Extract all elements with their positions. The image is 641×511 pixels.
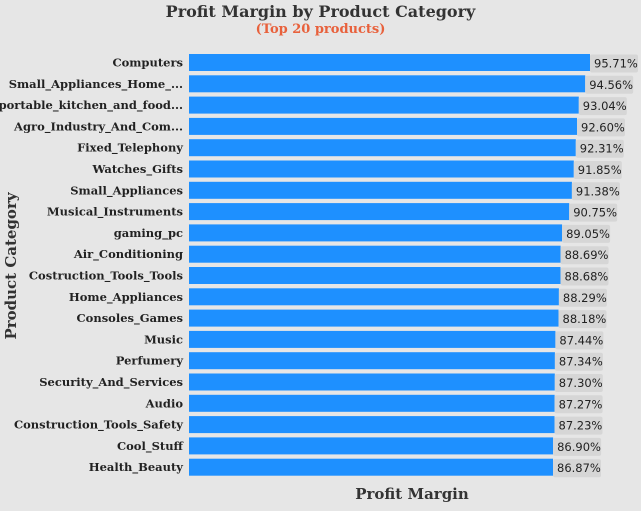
category-label: gaming_pc [114,226,183,241]
value-label-box [554,395,603,414]
bar [189,288,559,306]
value-label: 87.30% [559,376,603,390]
category-label: Fixed_Telephony [77,141,183,156]
value-label-box [554,416,603,435]
value-label: 88.69% [565,248,609,262]
category-label: Cool_Stuff [117,439,185,454]
category-label: Musical_Instruments [47,205,183,220]
category-label: Small_Appliances [70,183,183,198]
value-label: 88.68% [565,270,609,284]
value-label-box [553,459,601,478]
value-label: 90.75% [573,206,617,220]
value-label: 88.18% [563,312,607,326]
category-label: Costruction_Tools_Tools [29,269,183,284]
bar [189,139,576,157]
category-label: Home_Appliances [69,290,183,305]
bar [189,267,561,284]
value-label: 88.29% [563,291,607,305]
value-label-box [558,288,607,307]
value-label-box [555,331,604,350]
value-label-box [553,437,602,456]
value-label: 92.60% [581,120,625,134]
value-label-box [590,54,638,73]
value-label: 87.23% [559,419,603,433]
bar [189,245,561,263]
category-label: Small_Appliances_Home_... [9,77,183,92]
category-label: Perfumery [116,354,184,368]
bar [189,458,553,476]
category-label: Construction_Tools_Safety [14,418,183,433]
category-label: Audio [145,396,184,410]
bar [189,160,574,178]
bar [189,330,556,348]
value-label-box [560,246,609,265]
value-label-box [554,352,603,371]
bar [189,181,572,199]
value-label-box [575,139,624,158]
value-label-box [571,182,620,201]
category-label: Music [144,332,183,346]
value-label: 87.44% [559,333,603,347]
value-label-box [554,374,603,392]
value-label-box [573,161,622,179]
value-labels-group: 95.71% 94.56% 93.04% 92.60% 92.31% 91.85% 91.3… [553,54,638,478]
value-label: 92.31% [580,142,624,156]
category-label: Health_Beauty [89,460,184,475]
x-axis-title: Profit Margin [355,485,469,503]
value-label-box [560,267,609,286]
value-label-box [577,118,625,137]
value-label: 94.56% [589,78,633,92]
category-label: Computers [112,56,183,70]
bar [189,224,563,242]
bar [189,437,554,455]
bar [189,352,555,370]
bar [189,394,555,412]
value-label: 87.27% [559,397,603,411]
bar [189,416,555,434]
value-label-box [558,310,607,329]
chart-subtitle: (Top 20 products) [255,22,386,37]
bar [189,309,559,327]
category-label: Security_And_Services [39,375,183,390]
value-label: 89.05% [566,227,610,241]
value-label-box [585,75,634,94]
category-label: Consoles_Games [77,311,183,326]
category-label: portable_kitchen_and_food... [0,98,183,113]
value-label-box [578,97,627,116]
bar [189,117,577,135]
category-labels-group: Computers Small_Appliances_Home_...portab… [0,56,185,476]
category-label: Agro_Industry_And_Com... [13,119,183,134]
bar [189,203,570,221]
value-label: 93.04% [583,99,627,113]
category-label: Air_Conditioning [73,247,183,262]
chart-title: Profit Margin by Product Category [165,2,476,21]
value-label: 91.38% [576,184,620,198]
bar [189,373,555,391]
value-label: 87.34% [559,355,603,369]
value-label: 95.71% [594,57,638,71]
value-label: 91.85% [578,163,622,177]
bar [189,54,590,71]
value-label: 86.87% [557,461,601,475]
bar [189,96,579,114]
value-label-box [569,203,618,222]
value-label-box [562,224,611,243]
value-label: 86.90% [557,440,601,454]
y-axis-title: Product Category [2,191,20,339]
category-label: Watches_Gifts [91,162,183,177]
bar [189,75,586,93]
bars-group [189,54,590,476]
